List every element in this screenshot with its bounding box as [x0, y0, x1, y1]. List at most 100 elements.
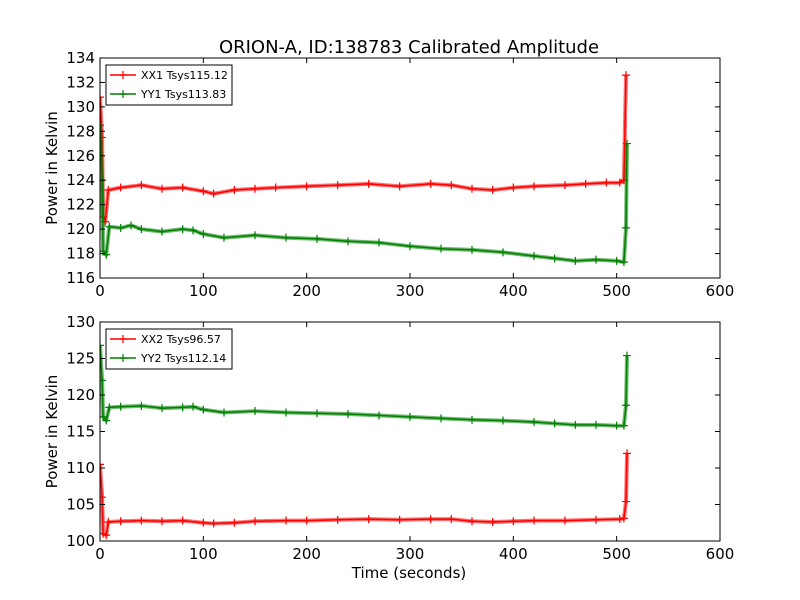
data-point-marker: [602, 178, 611, 187]
data-point-marker: [364, 515, 373, 524]
data-point-marker: [468, 517, 476, 526]
y-tick-label: 124: [66, 171, 95, 189]
data-point-marker: [623, 351, 631, 360]
data-point-marker: [592, 255, 600, 264]
data-point-marker: [530, 418, 538, 427]
data-point-marker: [488, 518, 497, 527]
data-point-marker: [302, 182, 311, 191]
x-tick-label: 0: [95, 545, 105, 563]
data-point-marker: [550, 254, 559, 263]
data-point-marker: [251, 231, 259, 240]
data-point-marker: [230, 186, 239, 194]
y-tick-label: 126: [66, 147, 95, 165]
data-point-marker: [116, 402, 125, 411]
data-point-marker: [509, 517, 518, 526]
legend-label: YY2 Tsys112.14: [140, 352, 226, 365]
y-tick-label: 128: [66, 122, 95, 140]
data-point-marker: [313, 234, 321, 243]
data-point-marker: [550, 419, 559, 428]
y-tick-label: 115: [66, 423, 95, 441]
data-point-marker: [509, 183, 518, 192]
data-point-marker: [282, 408, 290, 417]
data-point-marker: [426, 515, 435, 524]
data-point-marker: [302, 516, 311, 525]
data-point-marker: [621, 71, 630, 80]
legend-marker: [119, 90, 127, 98]
data-point-marker: [581, 179, 590, 188]
data-point-marker: [116, 223, 125, 232]
data-point-marker: [127, 221, 135, 230]
data-point-marker: [178, 225, 187, 234]
legend-box: [105, 328, 233, 370]
data-point-marker: [612, 256, 621, 265]
data-point-marker: [137, 516, 146, 525]
x-tick-label: 100: [189, 545, 218, 563]
data-point-marker: [137, 401, 146, 410]
data-point-marker: [621, 497, 630, 506]
data-point-marker: [615, 515, 624, 524]
data-point-marker: [619, 258, 628, 267]
data-point-marker: [406, 412, 414, 421]
data-point-marker: [571, 256, 580, 265]
data-point-marker: [178, 516, 187, 525]
data-point-marker: [271, 183, 280, 192]
legend-label: YY1 Tsys113.83: [140, 88, 226, 101]
legend-box: [105, 64, 233, 106]
data-point-marker: [499, 248, 507, 257]
data-point-marker: [104, 518, 113, 527]
data-point-marker: [178, 183, 187, 192]
data-point-marker: [333, 181, 342, 190]
data-point-marker: [158, 227, 166, 236]
data-point-marker: [105, 403, 114, 412]
data-point-marker: [251, 517, 259, 526]
x-tick-label: 400: [499, 545, 528, 563]
data-point-marker: [561, 516, 569, 525]
data-point-marker: [499, 416, 507, 425]
data-point-marker: [282, 233, 290, 242]
x-tick-label: 100: [189, 282, 218, 300]
legend: XX1 Tsys115.12 YY1 Tsys113.83: [105, 64, 233, 106]
series-group: [100, 341, 631, 540]
data-point-marker: [375, 238, 383, 247]
data-point-marker: [468, 415, 476, 424]
data-point-marker: [100, 341, 104, 350]
y-tick-label: 130: [66, 98, 95, 116]
data-point-marker: [561, 181, 569, 190]
data-point-marker: [426, 179, 435, 188]
y-tick-label: 100: [66, 532, 95, 550]
data-point-marker: [105, 222, 114, 231]
data-point-marker: [220, 408, 228, 417]
data-point-marker: [395, 515, 404, 524]
x-tick-label: 200: [292, 545, 321, 563]
data-point-marker: [468, 245, 476, 254]
data-point-marker: [189, 226, 197, 235]
y-axis-label: Power in Kelvin: [43, 111, 61, 225]
x-tick-label: 500: [602, 282, 631, 300]
data-point-marker: [623, 139, 631, 148]
data-point-marker: [100, 460, 104, 469]
data-point-marker: [447, 181, 456, 190]
y-tick-label: 120: [66, 220, 95, 238]
data-point-marker: [282, 516, 290, 525]
data-point-marker: [158, 404, 166, 413]
x-tick-label: 200: [292, 282, 321, 300]
data-point-marker: [102, 416, 111, 425]
data-point-marker: [364, 179, 373, 188]
data-point-marker: [137, 225, 146, 234]
x-tick-label: 600: [706, 282, 735, 300]
y-tick-label: 116: [66, 269, 95, 287]
data-point-marker: [619, 421, 628, 430]
data-point-marker: [621, 401, 630, 410]
data-point-marker: [592, 420, 600, 429]
data-point-marker: [333, 515, 342, 524]
data-point-marker: [104, 186, 113, 194]
legend-label: XX2 Tsys96.57: [141, 333, 221, 346]
data-point-marker: [209, 189, 218, 198]
data-point-marker: [437, 414, 445, 423]
x-tick-label: 600: [706, 545, 735, 563]
x-tick-label: 0: [95, 282, 105, 300]
data-point-marker: [199, 405, 208, 414]
data-point-marker: [623, 449, 631, 458]
data-point-marker: [437, 244, 445, 253]
x-tick-label: 500: [602, 545, 631, 563]
